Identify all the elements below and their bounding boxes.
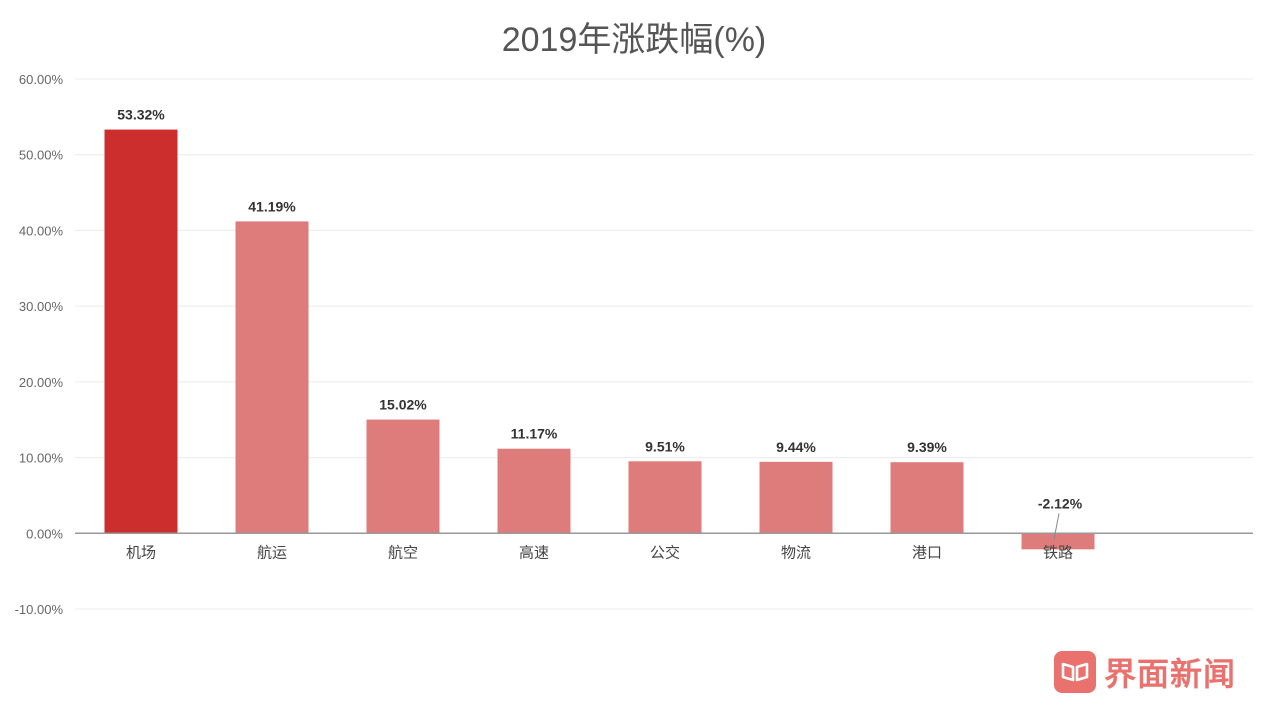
- y-tick-label: 50.00%: [19, 148, 64, 163]
- data-label: -2.12%: [1038, 495, 1083, 511]
- data-label: 41.19%: [248, 198, 296, 214]
- x-tick-label: 机场: [126, 543, 156, 561]
- leader-line: [1053, 513, 1060, 540]
- bar: [1021, 533, 1095, 550]
- data-label: 9.44%: [776, 439, 816, 455]
- y-tick-label: 10.00%: [19, 451, 64, 466]
- watermark-text: 界面新闻: [1104, 655, 1237, 693]
- x-axis-ticks: 机场 航运 航空 高速 公交 物流 港口 铁路: [126, 543, 1073, 561]
- y-tick-label: -10.00%: [15, 602, 64, 617]
- bar: [104, 129, 178, 534]
- bar: [366, 419, 440, 534]
- watermark: 界面新闻: [1054, 650, 1236, 694]
- data-label: 9.39%: [907, 439, 947, 455]
- y-tick-label: 20.00%: [19, 375, 64, 390]
- bar: [890, 462, 964, 534]
- data-labels: 53.32% 41.19% 15.02% 11.17% 9.51% 9.44% 9.39% -…: [117, 107, 1083, 540]
- x-tick-label: 高速: [519, 543, 549, 561]
- x-tick-label: 公交: [650, 543, 680, 561]
- y-tick-label: 40.00%: [19, 223, 64, 238]
- bar: [759, 461, 833, 534]
- bar: [235, 221, 309, 534]
- data-label: 53.32%: [117, 107, 165, 123]
- x-tick-label: 航运: [257, 543, 287, 561]
- data-label: 11.17%: [511, 426, 558, 442]
- y-tick-label: 0.00%: [26, 526, 63, 541]
- data-label: 9.51%: [645, 438, 685, 454]
- x-tick-label: 港口: [912, 543, 942, 561]
- bars: [104, 129, 1095, 550]
- x-tick-label: 航空: [388, 543, 418, 561]
- chart-title: 2019年涨跌幅(%): [501, 21, 767, 59]
- x-tick-label: 铁路: [1043, 543, 1073, 561]
- y-tick-label: 30.00%: [19, 299, 64, 314]
- bar: [628, 461, 702, 534]
- y-tick-label: 60.00%: [19, 72, 64, 87]
- jiemian-logo-icon: [1054, 651, 1096, 693]
- x-tick-label: 物流: [781, 543, 811, 561]
- bar: [497, 448, 571, 534]
- y-axis-ticks: 60.00% 50.00% 40.00% 30.00% 20.00% 10.00% 0.00…: [15, 72, 64, 617]
- data-label: 15.02%: [379, 397, 427, 413]
